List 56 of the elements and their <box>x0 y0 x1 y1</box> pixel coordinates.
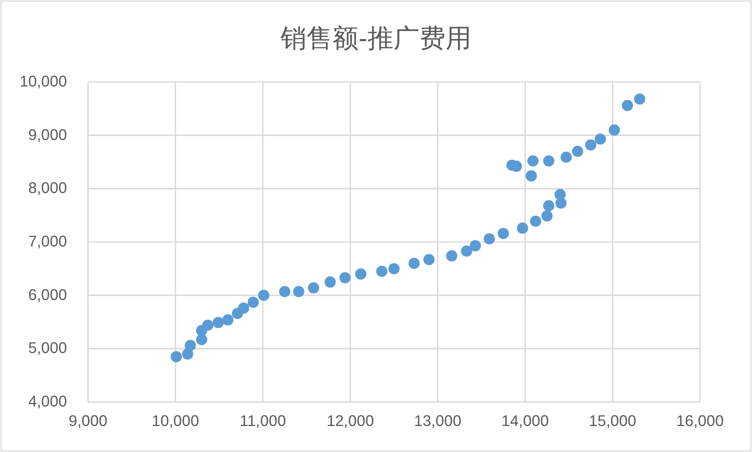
x-tick-label: 14,000 <box>501 413 550 430</box>
point <box>248 296 259 308</box>
y-tick-label: 8,000 <box>28 180 68 198</box>
x-tick-label: 11,000 <box>240 413 286 430</box>
y-tick-label: 9,000 <box>28 126 68 144</box>
chart-title: 销售额-推广费用 <box>280 23 472 53</box>
point <box>238 302 250 314</box>
point <box>543 155 554 167</box>
y-tick-label: 10,000 <box>20 74 68 90</box>
y-tick-label: 4,000 <box>28 394 68 410</box>
point <box>423 254 435 266</box>
point <box>308 282 320 294</box>
point <box>498 228 509 240</box>
point <box>527 155 539 167</box>
point <box>622 100 634 112</box>
x-tick-label: 16,000 <box>676 413 724 430</box>
point <box>516 222 528 234</box>
point <box>196 334 208 346</box>
point <box>170 351 182 362</box>
y-tick-label: 5,000 <box>28 340 68 358</box>
x-tick-label: 10,000 <box>152 413 200 430</box>
x-tick-label: 12,000 <box>326 413 374 430</box>
point <box>634 93 646 105</box>
x-tick-label: 13,000 <box>414 413 462 430</box>
y-tick-label: 6,000 <box>28 286 68 304</box>
point <box>470 240 481 252</box>
point <box>484 233 495 244</box>
x-tick-label: 15,000 <box>588 413 637 430</box>
point <box>212 316 224 328</box>
point <box>293 286 304 298</box>
point <box>376 266 388 277</box>
point <box>324 276 336 288</box>
point <box>585 139 596 151</box>
point <box>339 272 351 284</box>
point <box>446 250 458 262</box>
x-tick-label: 9,000 <box>68 413 108 430</box>
point <box>554 188 566 200</box>
point <box>572 146 584 157</box>
point <box>184 340 196 352</box>
point <box>594 133 606 145</box>
point <box>258 290 270 301</box>
point <box>222 314 234 326</box>
y-tick-label: 7,000 <box>28 234 68 250</box>
point <box>560 152 572 163</box>
point <box>388 263 400 274</box>
point <box>355 268 366 280</box>
point <box>541 210 553 222</box>
point <box>408 258 420 269</box>
point <box>182 348 194 360</box>
point <box>460 245 472 257</box>
point <box>202 320 214 331</box>
point <box>279 286 290 298</box>
point <box>608 124 620 136</box>
point <box>530 216 542 227</box>
point <box>543 200 554 212</box>
point <box>526 170 537 182</box>
